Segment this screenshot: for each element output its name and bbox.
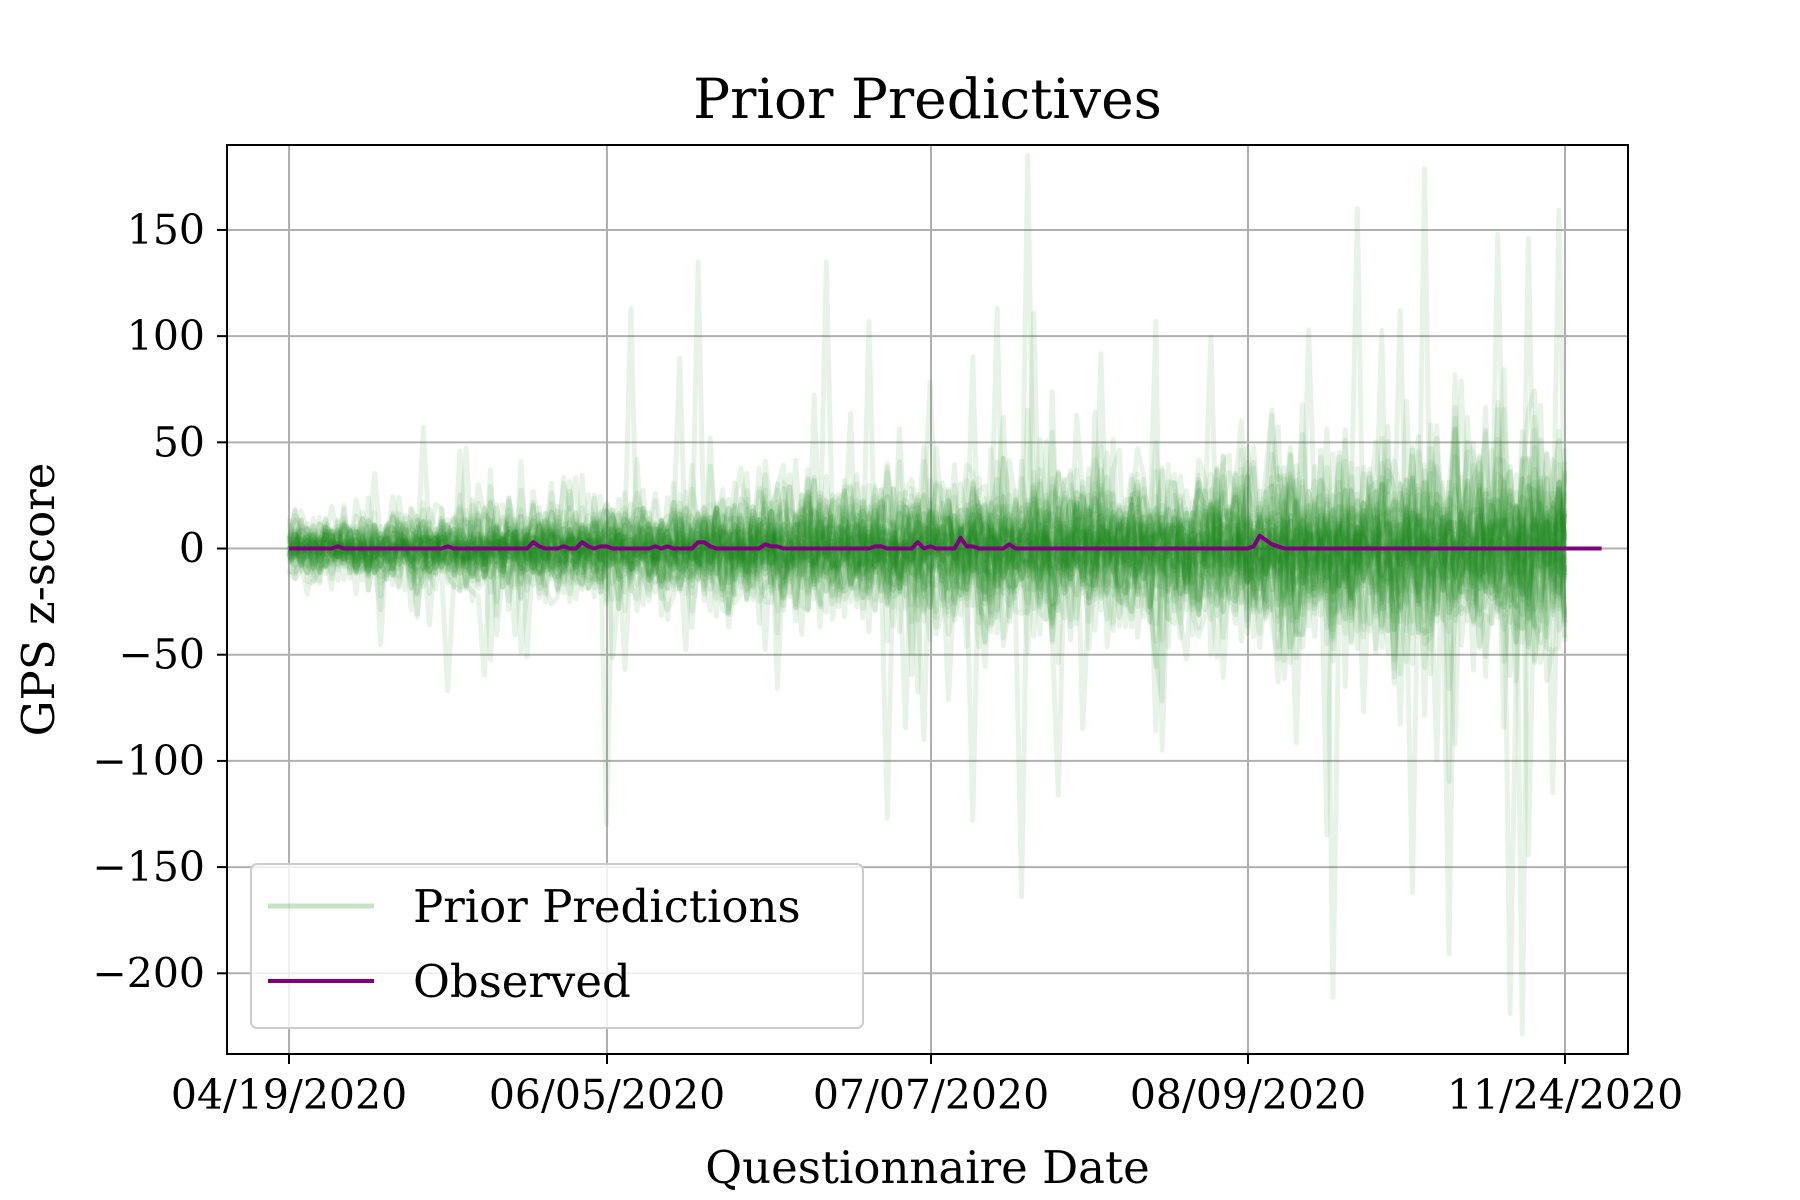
prior-prediction-line <box>288 500 1568 642</box>
prior-prediction-line <box>286 407 1568 694</box>
plot-frame <box>226 144 1629 1055</box>
y-tick-label: −50 <box>118 631 205 679</box>
prior-prediction-line <box>286 327 1568 1017</box>
prior-prediction-line <box>286 399 1568 670</box>
x-tick-label: 07/07/2020 <box>813 1071 1049 1119</box>
prior-prediction-line <box>286 327 1568 653</box>
prior-prediction-line <box>287 206 1568 664</box>
prior-prediction-line <box>287 454 1568 666</box>
y-axis-label: GPS z-score <box>12 463 65 737</box>
y-tick-label: 100 <box>127 312 205 360</box>
prior-predictions-series <box>286 153 1568 1037</box>
prior-prediction-line <box>287 442 1568 664</box>
x-tick-label: 06/05/2020 <box>489 1071 725 1119</box>
prior-prediction-line <box>287 308 1568 618</box>
prior-prediction-line <box>286 405 1568 660</box>
prior-prediction-line <box>286 334 1568 747</box>
prior-prediction-line <box>286 411 1568 623</box>
y-tick-label: 0 <box>179 525 205 573</box>
prior-prediction-line <box>286 427 1568 687</box>
prior-prediction-line <box>286 431 1568 746</box>
prior-prediction-line <box>286 389 1568 670</box>
y-tick-label: −200 <box>92 949 205 997</box>
observed-line <box>289 533 1602 551</box>
prior-prediction-line <box>286 378 1568 678</box>
prior-prediction-line <box>286 259 1568 823</box>
y-tick-label: −150 <box>92 843 205 891</box>
prior-prediction-line <box>287 405 1568 784</box>
x-tick-label: 04/19/2020 <box>171 1071 407 1119</box>
prior-prediction-line <box>286 402 1568 731</box>
prior-prediction-line <box>287 235 1567 639</box>
prior-prediction-line <box>287 398 1568 957</box>
prior-prediction-line <box>286 310 1568 858</box>
prior-prediction-line <box>288 306 1568 692</box>
prior-prediction-line <box>287 453 1568 652</box>
x-axis-label: Questionnaire Date <box>705 1141 1149 1194</box>
y-tick-label: −100 <box>92 737 205 785</box>
prior-prediction-line <box>286 231 1568 601</box>
prior-prediction-line <box>287 451 1568 714</box>
prior-prediction-line <box>286 259 1568 1000</box>
prior-prediction-line <box>286 379 1568 731</box>
prior-prediction-line <box>287 416 1568 704</box>
legend-label-prior-predictions: Prior Predictions <box>413 880 801 933</box>
prior-prediction-line <box>286 207 1568 615</box>
observed-series <box>289 533 1602 551</box>
prior-prediction-line <box>287 153 1566 635</box>
legend: Prior Predictions Observed <box>250 863 864 1029</box>
prior-prediction-line <box>286 449 1568 603</box>
axis-ticks: 150 100 50 0 −50 −100 −150 −200 04/19/2020 06/05/… <box>92 206 1683 1119</box>
x-tick-label: 08/09/2020 <box>1130 1071 1366 1119</box>
legend-box <box>250 863 864 1029</box>
prior-prediction-line <box>287 445 1568 684</box>
prior-prediction-line <box>286 458 1568 734</box>
prior-prediction-line <box>288 479 1568 599</box>
prior-prediction-line <box>286 372 1568 727</box>
legend-label-observed: Observed <box>413 955 631 1008</box>
y-tick-label: 50 <box>153 418 205 466</box>
y-tick-label: 150 <box>127 206 205 254</box>
chart-title: Prior Predictives <box>693 67 1162 131</box>
prior-prediction-line <box>286 485 1566 590</box>
x-tick-label: 11/24/2020 <box>1447 1071 1683 1119</box>
grid <box>227 145 1628 1054</box>
prior-prediction-line <box>287 318 1568 896</box>
prior-prediction-line <box>287 488 1568 604</box>
prior-prediction-line <box>288 450 1568 663</box>
prior-prediction-line <box>286 165 1568 636</box>
